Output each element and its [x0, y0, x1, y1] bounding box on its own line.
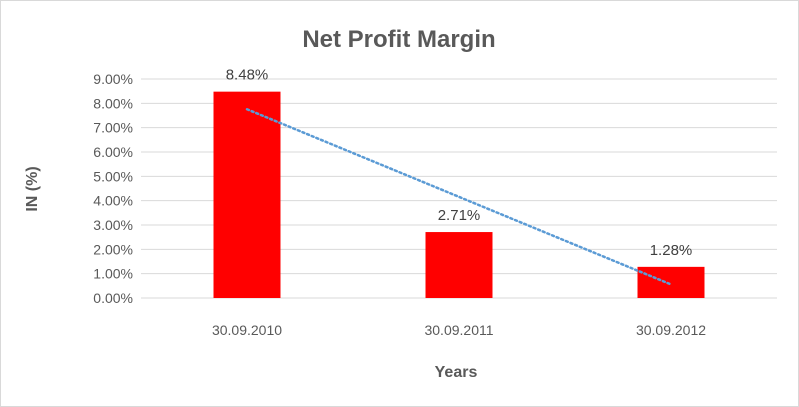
y-tick-label: 0.00% — [93, 290, 133, 306]
bar — [425, 232, 493, 298]
chart-title: Net Profit Margin — [302, 26, 495, 53]
y-tick-label: 3.00% — [93, 217, 133, 233]
y-axis-title: IN (%) — [24, 166, 41, 211]
x-tick-label: 30.09.2012 — [636, 322, 706, 338]
bars — [213, 91, 705, 298]
y-tick-label: 5.00% — [93, 168, 133, 184]
y-tick-label: 4.00% — [93, 193, 133, 209]
y-tick-label: 6.00% — [93, 144, 133, 160]
x-tick-label: 30.09.2011 — [424, 322, 493, 338]
data-label: 1.28% — [650, 242, 693, 259]
data-label: 2.71% — [438, 207, 481, 224]
bar — [213, 91, 281, 298]
y-tick-label: 7.00% — [93, 120, 133, 136]
y-tick-label: 9.00% — [93, 71, 133, 87]
data-labels: 8.48% 2.71% 1.28% — [226, 67, 693, 259]
y-tick-label: 1.00% — [93, 266, 133, 282]
y-tick-label: 2.00% — [93, 241, 133, 257]
y-tick-label: 8.00% — [93, 95, 133, 111]
bar — [637, 266, 705, 298]
trendline — [245, 108, 673, 286]
x-axis-ticks: 30.09.2010 30.09.2011 30.09.2012 — [212, 322, 706, 338]
y-axis-ticks: 0.00% 1.00% 2.00% 3.00% 4.00% 5.00% 6.00% 7.00%… — [93, 71, 133, 306]
trendline-layer — [245, 108, 673, 286]
x-tick-label: 30.09.2010 — [212, 322, 282, 338]
x-axis-title: Years — [435, 364, 478, 381]
data-label: 8.48% — [226, 67, 269, 84]
